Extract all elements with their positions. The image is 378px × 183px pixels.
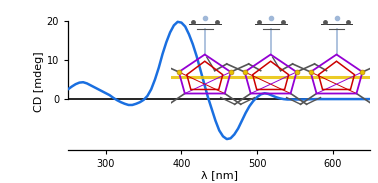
Y-axis label: CD [mdeg]: CD [mdeg]	[34, 51, 44, 112]
X-axis label: λ [nm]: λ [nm]	[201, 171, 238, 180]
